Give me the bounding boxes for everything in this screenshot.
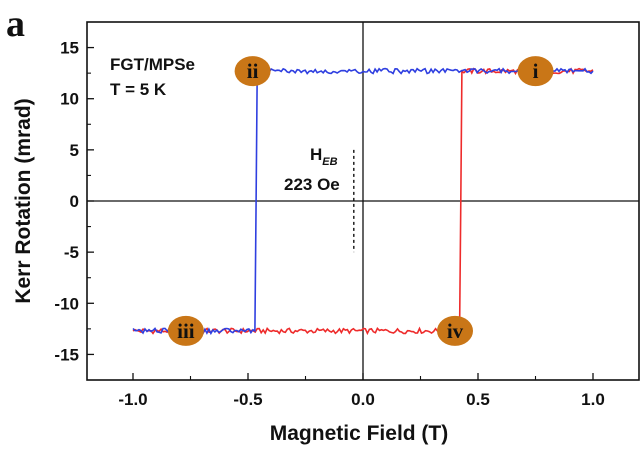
x-tick-label: -0.5: [233, 390, 262, 409]
y-tick-label: 10: [60, 90, 79, 109]
exchange-bias-value: 223 Oe: [284, 175, 340, 194]
y-tick-label: -10: [54, 294, 79, 313]
x-tick-label: 1.0: [581, 390, 605, 409]
x-axis-title: Magnetic Field (T): [270, 422, 449, 445]
state-marker-ii: ii: [234, 56, 271, 87]
panel-label: a: [6, 3, 25, 45]
x-tick-label: 0.0: [351, 390, 375, 409]
x-tick-label: -1.0: [118, 390, 147, 409]
y-tick-label: -15: [54, 345, 79, 364]
state-marker-badge: [234, 56, 271, 87]
y-axis-title: Kerr Rotation (mrad): [12, 98, 35, 303]
state-marker-label: iv: [447, 319, 464, 343]
state-marker-label: ii: [247, 59, 259, 83]
axis-ticks: -1.0 -0.5 0.0 0.5 1.0 -15 -10 -5 0 5 10 15: [54, 39, 604, 409]
exchange-bias-label: HEB: [310, 145, 338, 168]
series-layer: [132, 67, 594, 336]
state-marker-label: i: [533, 59, 539, 83]
state-marker-label: iii: [177, 319, 195, 343]
state-marker-iii: iii: [167, 315, 204, 346]
state-marker-badge: [167, 315, 204, 346]
state-marker-badge: [437, 315, 473, 346]
state-marker-i: i: [517, 56, 554, 87]
y-tick-label: -5: [64, 243, 79, 262]
sample-annotation: FGT/MPSe: [110, 55, 195, 74]
exchange-bias-subscript: EB: [322, 156, 337, 168]
y-tick-label: 0: [70, 192, 79, 211]
zero-lines: [87, 22, 639, 380]
exchange-bias-symbol: H: [310, 145, 322, 164]
temperature-annotation: T = 5 K: [110, 80, 167, 99]
y-tick-label: 5: [70, 141, 79, 160]
x-tick-label: 0.5: [466, 390, 490, 409]
series-line-2: [132, 67, 594, 336]
state-marker-iv: iv: [437, 315, 473, 346]
state-marker-badge: [517, 56, 554, 87]
y-tick-label: 15: [60, 39, 79, 58]
